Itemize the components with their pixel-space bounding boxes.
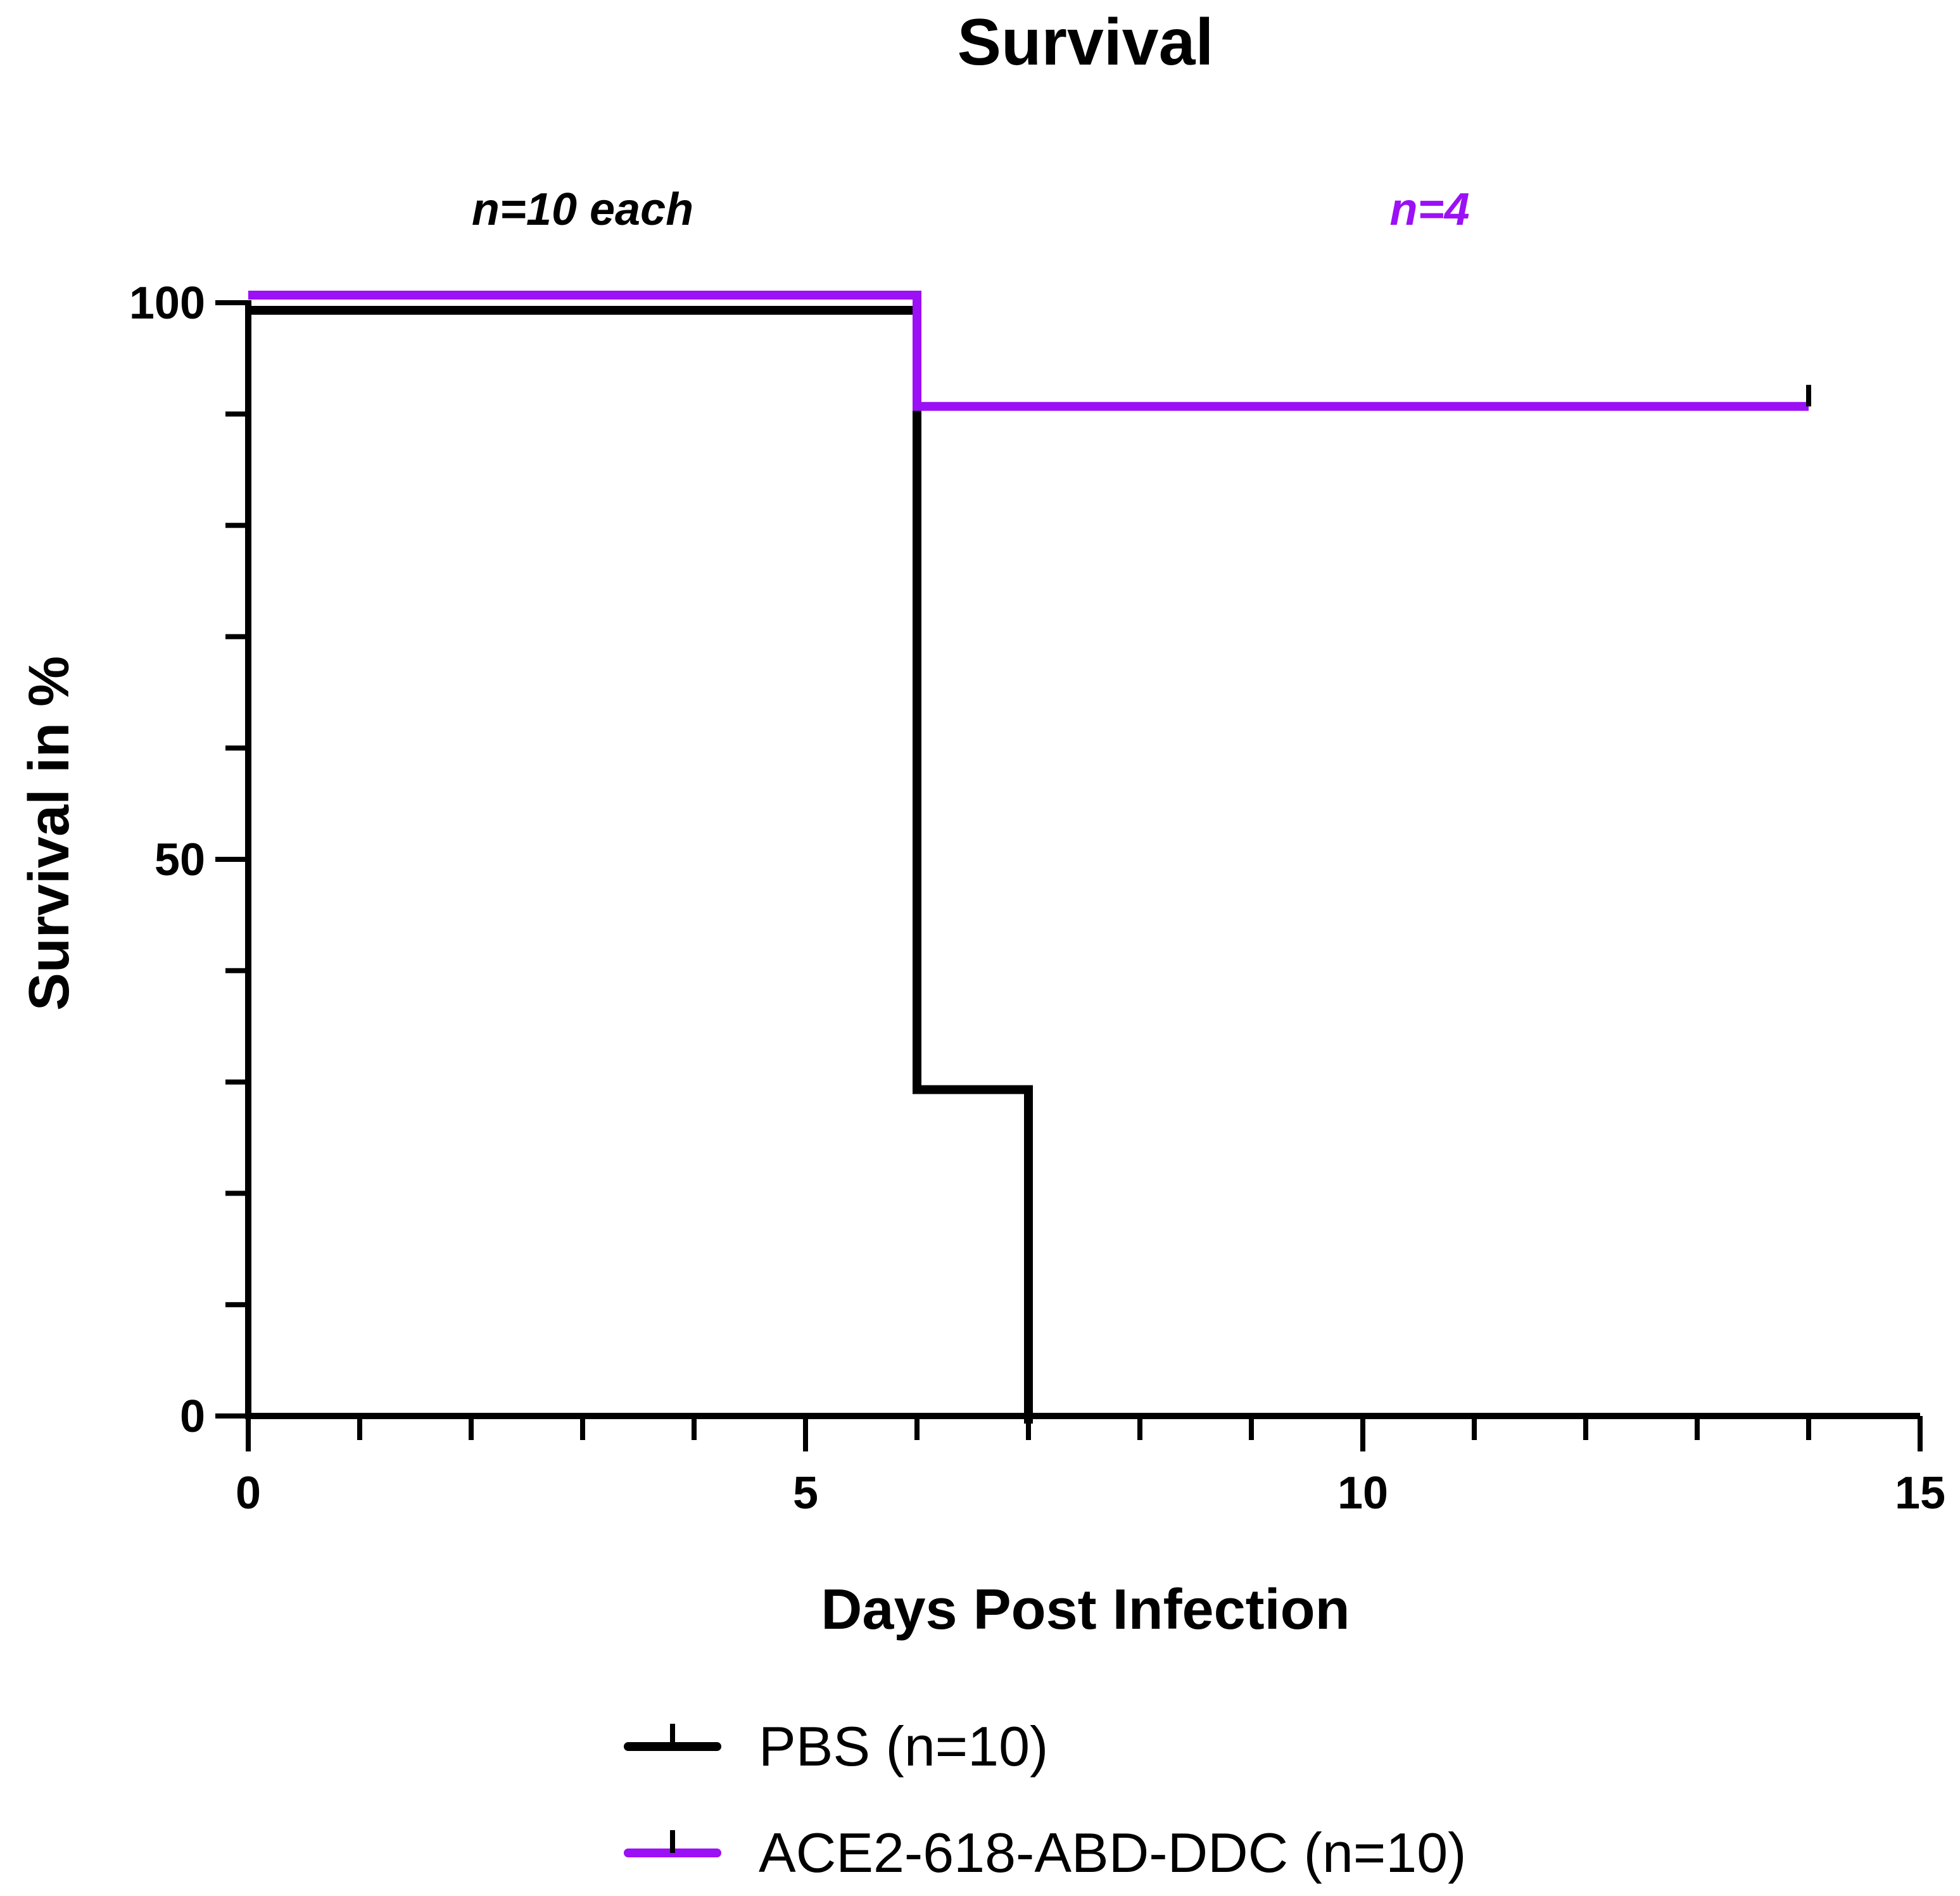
series-line-ace2-618-abd-ddc-n-10: [248, 291, 1809, 411]
legend-item: PBS (n=10): [624, 1715, 1048, 1778]
series-line-pbs-n-10: [248, 306, 1033, 1424]
x-tick-label: 15: [1895, 1468, 1945, 1519]
legend: PBS (n=10) ACE2-618-ABD-DDC (n=10): [624, 1715, 1467, 1884]
y-axis-title: Survival in %: [18, 656, 81, 1011]
annotation-n-10-each: n=10 each: [472, 184, 693, 235]
legend-label: ACE2-618-ABD-DDC (n=10): [759, 1821, 1467, 1884]
x-tick-label: 0: [236, 1468, 261, 1519]
y-tick-label: 50: [155, 835, 205, 885]
annotation-n-4: n=4: [1390, 184, 1470, 235]
x-axis-title: Days Post Infection: [821, 1578, 1350, 1641]
series-ace2-618-abd-ddc-n-10: [248, 291, 1811, 411]
legend-item: ACE2-618-ABD-DDC (n=10): [624, 1821, 1467, 1884]
legend-label: PBS (n=10): [759, 1715, 1048, 1778]
axes: 0 50 100 0 5 10 15: [129, 278, 1945, 1519]
x-tick-label: 5: [793, 1468, 818, 1519]
series-pbs-n-10: [248, 306, 1033, 1424]
series-layer: [248, 291, 1811, 1424]
x-tick-label: 10: [1337, 1468, 1388, 1519]
chart-title: Survival: [958, 6, 1214, 79]
annotations: n=10 each n=4: [472, 184, 1470, 235]
y-tick-label: 0: [180, 1391, 205, 1442]
y-tick-label: 100: [129, 278, 205, 329]
